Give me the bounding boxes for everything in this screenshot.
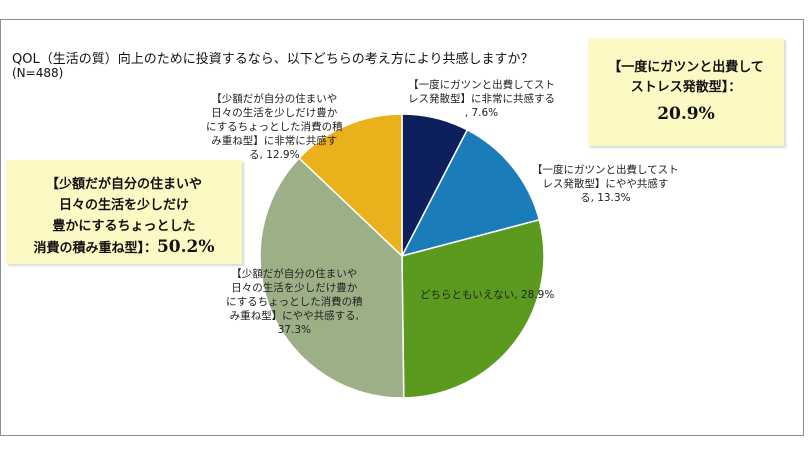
slice-label-neutral: どちらともいえない, 28.9% bbox=[420, 289, 555, 301]
slice-label-strong-small: 【少額だが自分の住まいや 日々の生活を少しだけ豊か にするちょっとした消費の積 … bbox=[206, 93, 343, 161]
slice-label-somewhat-small: 【少額だが自分の住まいや 日々の生活を少しだけ豊か にするちょっとした消費の積 … bbox=[226, 268, 363, 336]
splurge-summary-text: 【一度にガツンと出費して ストレス発散型】： bbox=[608, 60, 764, 95]
sample-size: (N=488) bbox=[12, 66, 64, 80]
slice-neutral bbox=[401, 218, 545, 399]
small-accumulation-summary-pct: 50.2% bbox=[156, 237, 215, 257]
slice-label-strong-splurge: 【一度にガツンと出費してスト レス発散型】に非常に共感する , 7.6% bbox=[408, 79, 555, 119]
small-accumulation-summary-callout: 【少額だが自分の住まいや 日々の生活を少しだけ 豊かにするちょっとした 消費の積… bbox=[6, 160, 242, 264]
splurge-summary-callout: 【一度にガツンと出費して ストレス発散型】： 20.9% bbox=[588, 38, 784, 146]
chart-title: QOL（生活の質）向上のために投資するなら、以下どちらの考え方により共感しますか… bbox=[12, 52, 534, 67]
slice-strong-small bbox=[298, 113, 403, 258]
slice-label-somewhat-splurge: 【一度にガツンと出費してスト レス発散型】にやや共感す る, 13.3% bbox=[532, 164, 679, 204]
small-accumulation-summary-text: 【少額だが自分の住まいや 日々の生活を少しだけ 豊かにするちょっとした 消費の積… bbox=[33, 177, 202, 256]
slice-somewhat-small bbox=[259, 157, 405, 399]
slice-somewhat-splurge bbox=[400, 128, 541, 258]
splurge-summary-pct: 20.9% bbox=[657, 104, 715, 124]
